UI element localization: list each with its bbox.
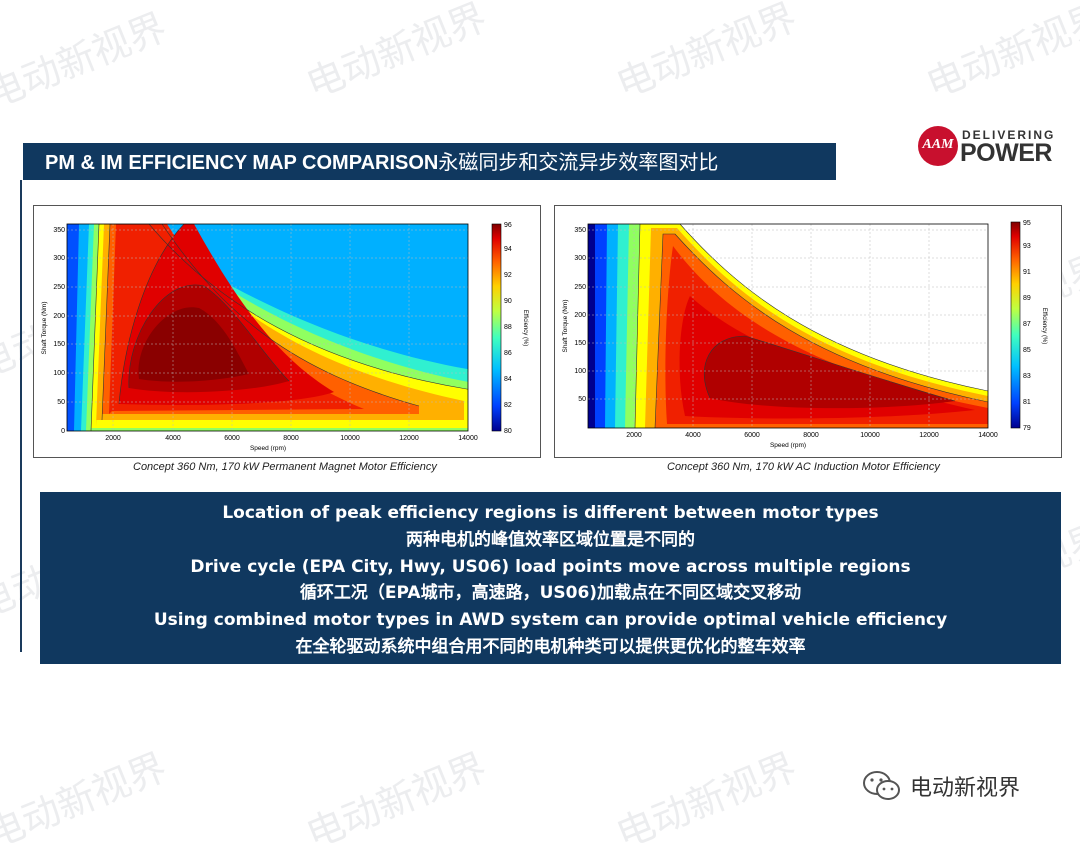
note-line: Using combined motor types in AWD system… [153,610,948,631]
im-x-axis-label: Speed (rpm) [770,442,806,449]
svg-text:82: 82 [504,402,512,409]
svg-text:83: 83 [1023,373,1031,380]
chart-panel-pm: 2000 4000 6000 8000 10000 12000 14000 Sp… [33,205,541,458]
x-tick-label: 6000 [744,432,760,439]
slide-title-en: PM & IM EFFICIENCY MAP COMPARISON [45,152,439,174]
y-tick-label: 350 [574,227,586,234]
y-tick-label: 250 [574,284,586,291]
watermark: 电动新视界 [299,744,493,857]
y-tick-label: 50 [578,396,586,403]
svg-text:86: 86 [504,350,512,357]
x-tick-label: 10000 [860,432,880,439]
footer-brand-label: 电动新视界 [910,776,1021,801]
pm-contour-fill [67,224,468,431]
left-accent-rule [20,180,22,652]
svg-text:81: 81 [1023,399,1031,406]
x-tick-label: 12000 [919,432,939,439]
im-x-ticks: 2000 4000 6000 8000 10000 12000 14000 [626,432,998,439]
logo-line2: POWER [960,139,1052,167]
y-tick-label: 100 [53,370,65,377]
im-y-axis-label: Shaft Torque (Nm) [562,300,569,353]
pm-x-axis-label: Speed (rpm) [250,445,286,452]
svg-text:84: 84 [504,376,512,383]
im-colorbar [1010,221,1021,429]
note-line: 循环工况（EPA城市，高速路，US06)加载点在不同区域交叉移动 [299,583,802,604]
x-tick-label: 6000 [224,435,240,442]
x-tick-label: 4000 [165,435,181,442]
y-tick-label: 150 [574,340,586,347]
x-tick-label: 14000 [458,435,478,442]
pm-y-axis-label: Shaft Torque (Nm) [41,302,48,355]
watermark: 电动新视界 [299,0,493,107]
im-efficiency-map: 2000 4000 6000 8000 10000 12000 14000 Sp… [562,220,1047,449]
im-contour-fill [588,224,988,428]
im-grid [588,224,988,428]
y-tick-label: 150 [53,341,65,348]
im-y-ticks: 50 100 150 200 250 300 350 [574,227,586,403]
x-tick-label: 2000 [105,435,121,442]
svg-text:88: 88 [504,324,512,331]
footer-brand: 电动新视界 [862,768,1020,804]
x-tick-label: 8000 [803,432,819,439]
chart-panel-im: 2000 4000 6000 8000 10000 12000 14000 Sp… [554,205,1062,458]
x-tick-label: 14000 [978,432,998,439]
y-tick-label: 200 [574,312,586,319]
y-tick-label: 300 [574,255,586,262]
svg-text:92: 92 [504,272,512,279]
y-tick-label: 200 [53,313,65,320]
company-logo: AAM DELIVERING POWER [918,124,1070,170]
svg-text:93: 93 [1023,243,1031,250]
svg-text:85: 85 [1023,347,1031,354]
pm-chart-caption: Concept 360 Nm, 170 kW Permanent Magnet … [133,461,437,473]
note-line: 在全轮驱动系统中组合用不同的电机种类可以提供更优化的整车效率 [295,636,806,657]
svg-text:95: 95 [1023,220,1031,227]
note-line: Drive cycle (EPA City, Hwy, US06) load p… [190,556,911,577]
y-tick-label: 250 [53,284,65,291]
pm-colorbar-ticks: 80 82 84 86 88 90 92 94 96 [504,222,512,435]
svg-text:94: 94 [504,246,512,253]
x-tick-label: 4000 [685,432,701,439]
svg-text:80: 80 [504,428,512,435]
pm-colorbar [491,223,502,432]
svg-text:89: 89 [1023,295,1031,302]
svg-text:87: 87 [1023,321,1031,328]
pm-grid [67,224,468,431]
y-tick-label: 350 [53,227,65,234]
im-chart-caption: Concept 360 Nm, 170 kW AC Induction Moto… [667,461,940,473]
im-colorbar-label: Efficiency (%) [1041,308,1047,345]
key-points-box: Location of peak efficiency regions is d… [40,492,1061,664]
pm-x-ticks: 2000 4000 6000 8000 10000 12000 14000 [105,435,478,442]
watermark: 电动新视界 [609,0,803,107]
slide-title: PM & IM EFFICIENCY MAP COMPARISON永磁同步和交流… [23,143,836,180]
logo-line1: DELIVERING [962,128,1056,142]
svg-text:96: 96 [504,222,512,229]
note-line: Location of peak efficiency regions is d… [222,503,879,523]
note-line: 两种电机的峰值效率区域位置是不同的 [406,529,695,550]
slide-title-cn: 永磁同步和交流异步效率图对比 [438,150,719,174]
svg-text:90: 90 [504,298,512,305]
im-contour-lines [634,224,988,428]
im-colorbar-ticks: 79 81 83 85 87 89 91 93 95 [1023,220,1031,432]
watermark: 电动新视界 [0,744,173,857]
watermark: 电动新视界 [919,0,1080,107]
y-tick-label: 300 [53,255,65,262]
logo-mark-icon: AAM [918,126,958,166]
pm-y-ticks: 0 50 100 150 200 250 300 350 [53,227,65,435]
y-tick-label: 100 [574,368,586,375]
x-tick-label: 2000 [626,432,642,439]
pm-colorbar-label: Efficiency (%) [522,310,528,347]
pm-efficiency-map: 2000 4000 6000 8000 10000 12000 14000 Sp… [41,222,528,452]
svg-text:91: 91 [1023,269,1031,276]
wechat-icon [863,771,900,800]
y-tick-label: 0 [61,428,65,435]
x-tick-label: 10000 [340,435,360,442]
svg-text:79: 79 [1023,425,1031,432]
watermark: 电动新视界 [609,744,803,857]
x-tick-label: 12000 [399,435,419,442]
y-tick-label: 50 [57,399,65,406]
x-tick-label: 8000 [283,435,299,442]
watermark: 电动新视界 [0,4,173,117]
